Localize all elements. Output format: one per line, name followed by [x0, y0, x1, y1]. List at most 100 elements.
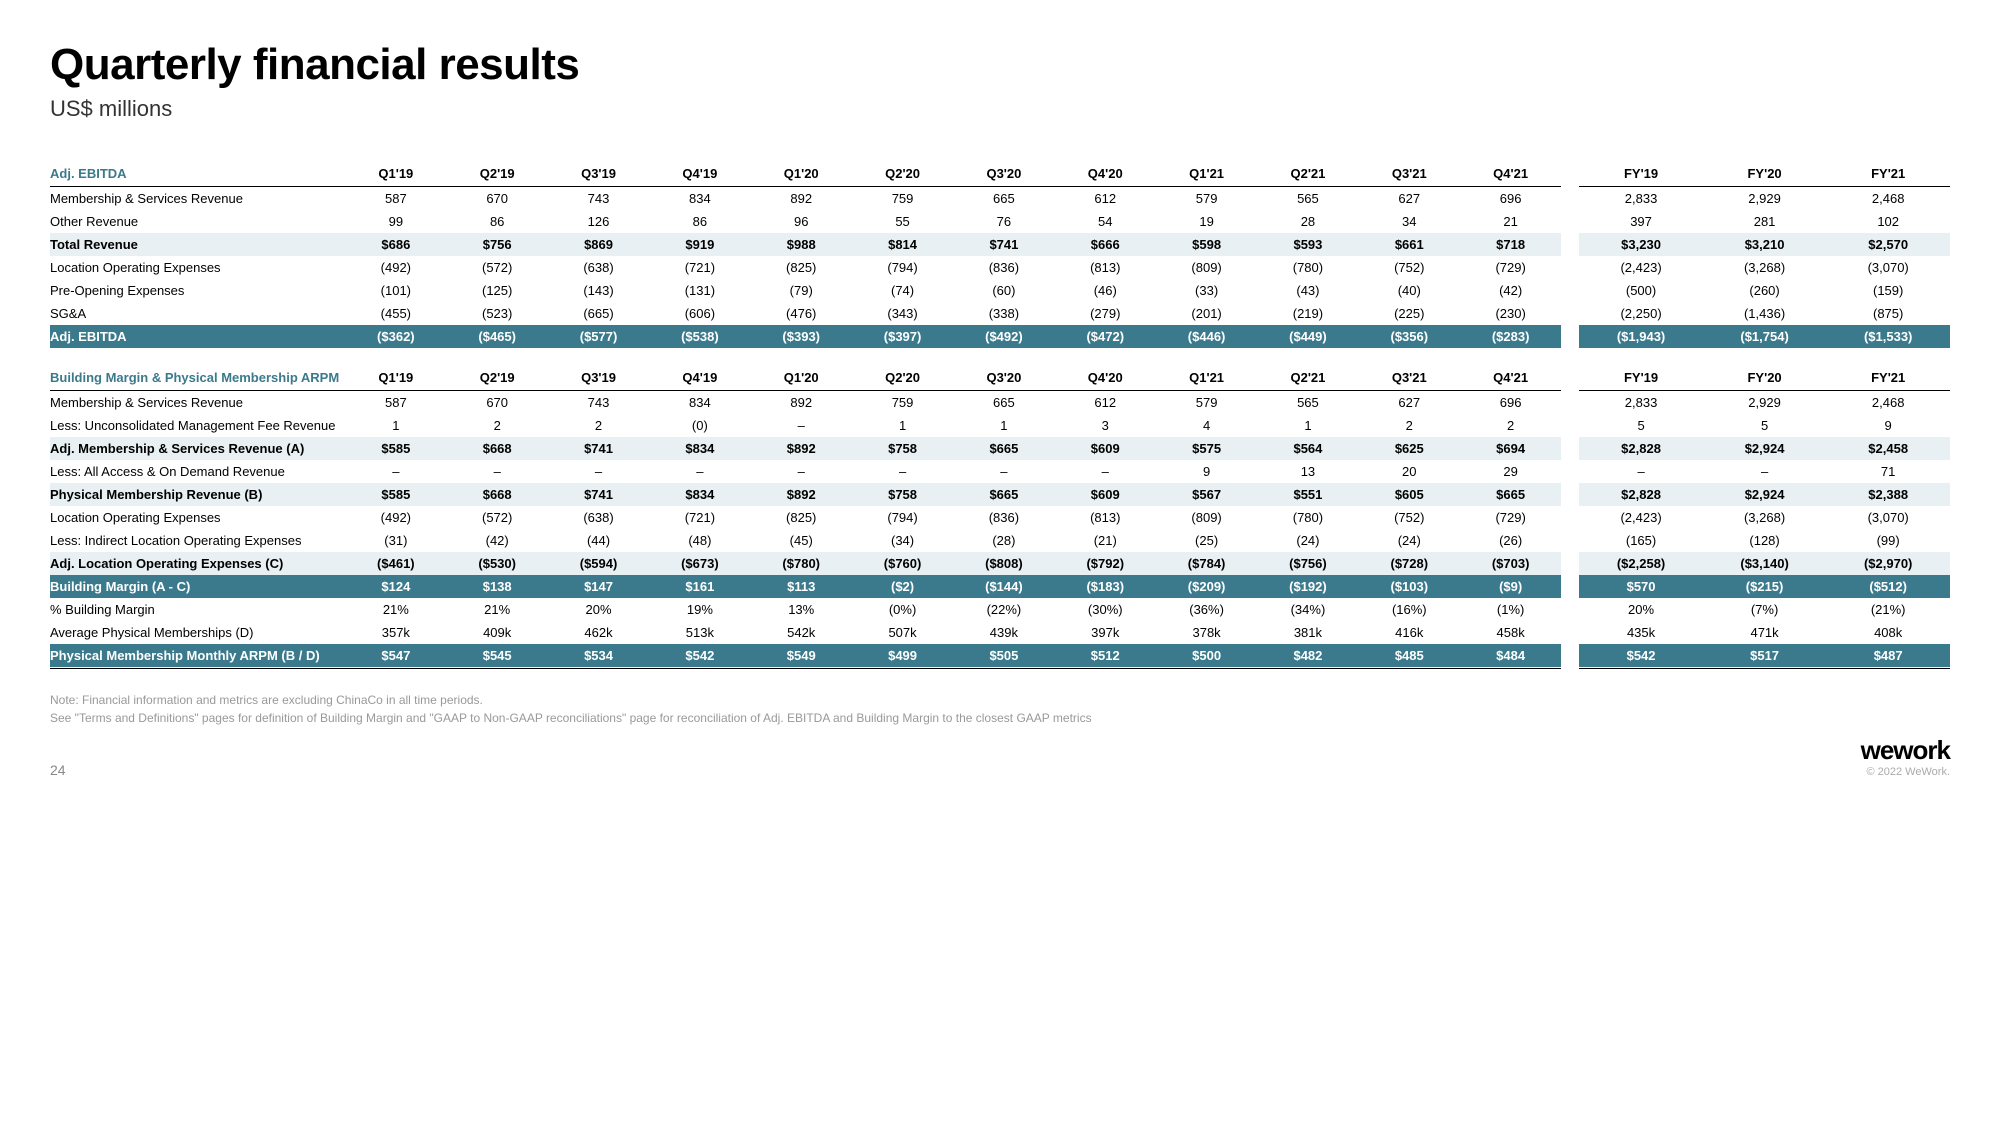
cell: 458k: [1460, 621, 1561, 644]
cell: $505: [953, 644, 1054, 667]
cell: $499: [852, 644, 953, 667]
section-header: Adj. EBITDA: [50, 152, 345, 187]
cell: 2,833: [1579, 187, 1703, 211]
cell: $113: [751, 575, 852, 598]
cell: (638): [548, 256, 649, 279]
cell: 696: [1460, 391, 1561, 415]
cell: $665: [953, 483, 1054, 506]
cell: (492): [345, 506, 446, 529]
row-label: Adj. Membership & Services Revenue (A): [50, 437, 345, 460]
col-header: Q2'19: [447, 152, 548, 187]
cell: ($103): [1359, 575, 1460, 598]
cell: 5: [1579, 414, 1703, 437]
cell: $834: [649, 437, 750, 460]
cell: $570: [1579, 575, 1703, 598]
cell: 9: [1826, 414, 1950, 437]
row-label: Pre-Opening Expenses: [50, 279, 345, 302]
cell: ($9): [1460, 575, 1561, 598]
cell: 2,929: [1703, 391, 1827, 415]
col-header: Q2'20: [852, 356, 953, 391]
cell: $919: [649, 233, 750, 256]
cell: 513k: [649, 621, 750, 644]
cell: (33): [1156, 279, 1257, 302]
cell: (721): [649, 256, 750, 279]
cell: (2,423): [1579, 506, 1703, 529]
col-header: Q1'21: [1156, 356, 1257, 391]
cell: (2,423): [1579, 256, 1703, 279]
cell: $161: [649, 575, 750, 598]
cell: 4: [1156, 414, 1257, 437]
row-label: Other Revenue: [50, 210, 345, 233]
cell: 55: [852, 210, 953, 233]
cell: 357k: [345, 621, 446, 644]
col-header: Q2'20: [852, 152, 953, 187]
cell: (343): [852, 302, 953, 325]
cell: $2,570: [1826, 233, 1950, 256]
cell: $484: [1460, 644, 1561, 667]
cell: 20%: [1579, 598, 1703, 621]
cell: (225): [1359, 302, 1460, 325]
cell: $3,210: [1703, 233, 1827, 256]
cell: 670: [447, 187, 548, 211]
cell: ($1,943): [1579, 325, 1703, 348]
cell: $2,924: [1703, 483, 1827, 506]
cell: (780): [1257, 506, 1358, 529]
cell: ($397): [852, 325, 953, 348]
cell: $668: [447, 483, 548, 506]
cell: $567: [1156, 483, 1257, 506]
cell: $2,388: [1826, 483, 1950, 506]
row-label: % Building Margin: [50, 598, 345, 621]
cell: ($362): [345, 325, 446, 348]
cell: 2: [447, 414, 548, 437]
cell: $718: [1460, 233, 1561, 256]
col-header: Q3'20: [953, 356, 1054, 391]
cell: (721): [649, 506, 750, 529]
wework-logo: wework: [1861, 735, 1950, 766]
row-label: Adj. Location Operating Expenses (C): [50, 552, 345, 575]
cell: (230): [1460, 302, 1561, 325]
financial-table: Adj. EBITDAQ1'19Q2'19Q3'19Q4'19Q1'20Q2'2…: [50, 152, 1950, 669]
cell: 20%: [548, 598, 649, 621]
cell: (572): [447, 256, 548, 279]
col-header: Q3'19: [548, 356, 649, 391]
cell: 21: [1460, 210, 1561, 233]
cell: (338): [953, 302, 1054, 325]
cell: ($446): [1156, 325, 1257, 348]
cell: $694: [1460, 437, 1561, 460]
cell: 2: [1359, 414, 1460, 437]
cell: –: [751, 414, 852, 437]
cell: (25): [1156, 529, 1257, 552]
cell: 507k: [852, 621, 953, 644]
cell: $138: [447, 575, 548, 598]
cell: (42): [447, 529, 548, 552]
cell: (3,268): [1703, 506, 1827, 529]
cell: 579: [1156, 391, 1257, 415]
cell: –: [1703, 460, 1827, 483]
cell: 627: [1359, 187, 1460, 211]
cell: (260): [1703, 279, 1827, 302]
cell: $485: [1359, 644, 1460, 667]
cell: (825): [751, 506, 852, 529]
row-label: Less: Indirect Location Operating Expens…: [50, 529, 345, 552]
row-label: Less: All Access & On Demand Revenue: [50, 460, 345, 483]
cell: (21%): [1826, 598, 1950, 621]
section-header: Building Margin & Physical Membership AR…: [50, 356, 345, 391]
page-subtitle: US$ millions: [50, 96, 1950, 122]
cell: (665): [548, 302, 649, 325]
col-header: Q4'19: [649, 152, 750, 187]
col-header: Q3'21: [1359, 152, 1460, 187]
row-label: Less: Unconsolidated Management Fee Reve…: [50, 414, 345, 437]
cell: (1%): [1460, 598, 1561, 621]
cell: 743: [548, 187, 649, 211]
col-header: Q1'19: [345, 152, 446, 187]
cell: $665: [1460, 483, 1561, 506]
cell: 834: [649, 187, 750, 211]
cell: 2: [548, 414, 649, 437]
cell: (2,250): [1579, 302, 1703, 325]
cell: 743: [548, 391, 649, 415]
cell: $542: [1579, 644, 1703, 667]
cell: 409k: [447, 621, 548, 644]
cell: 397: [1579, 210, 1703, 233]
cell: ($356): [1359, 325, 1460, 348]
cell: 565: [1257, 391, 1358, 415]
